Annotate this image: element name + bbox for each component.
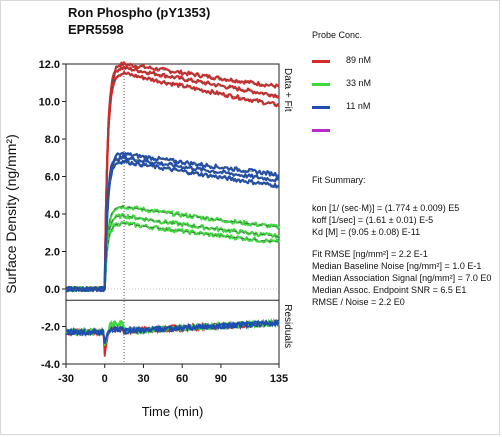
legend-swatch (312, 129, 330, 132)
koff-value: koff [1/sec] = (1.61 ± 0.01) E-5 (312, 215, 434, 225)
y-axis-label: Surface Density (ng/mm²) (3, 134, 19, 293)
chart-subtitle: EPR5598 (68, 22, 124, 37)
rmse-noise-value: RMSE / Noise = 2.2 E0 (312, 297, 405, 307)
y-tick-label: 12.0 (39, 59, 60, 71)
y-tick-label: -2.0 (41, 322, 60, 334)
legend-label: 11 nM (346, 101, 371, 111)
chart-title: Ron Phospho (pY1353) (68, 5, 211, 20)
kon-value: kon [1/ (sec·M)] = (1.774 ± 0.009) E5 (312, 203, 460, 213)
legend-title: Probe Conc. (312, 30, 363, 40)
legend-label: 89 nM (346, 55, 372, 65)
endpoint-snr-value: Median Assoc. Endpoint SNR = 6.5 E1 (312, 285, 467, 295)
legend-item-11nm: 11 nM (312, 101, 392, 115)
fit-curve (66, 72, 280, 290)
residual-curve (65, 319, 280, 345)
x-tick-label: 30 (137, 373, 149, 385)
baseline-noise-value: Median Baseline Noise [ng/mm²] = 1.0 E-1 (312, 261, 482, 271)
fit-panel-label: Data + Fit (282, 68, 293, 112)
fit-curve (66, 161, 280, 290)
x-tick-label: 60 (176, 373, 188, 385)
x-tick-label: 90 (215, 373, 227, 385)
sensorgram-curve (65, 204, 280, 293)
y-tick-label: 10.0 (39, 97, 60, 109)
legend-item-89nm: 89 nM (312, 55, 392, 69)
fit-summary-heading: Fit Summary: (312, 175, 366, 185)
legend-item-33nm: 33 nM (312, 78, 392, 92)
kd-value: Kd [M] = (9.05 ± 0.08) E-11 (312, 227, 421, 237)
legend-label: 33 nM (346, 78, 372, 88)
y-tick-label: -4.0 (41, 359, 60, 371)
y-tick-label: 2.0 (45, 247, 60, 259)
x-tick-label: -30 (58, 373, 74, 385)
association-signal-value: Median Association Signal [ng/mm²] = 7.0… (312, 273, 492, 283)
fit-summary: Fit Summary: kon [1/ (sec·M)] = (1.774 ±… (312, 174, 491, 308)
y-tick-label: 8.0 (45, 134, 60, 146)
y-tick-label: 6.0 (45, 172, 60, 184)
x-tick-label: 135 (270, 373, 288, 385)
y-tick-label: 0.0 (45, 284, 60, 296)
x-tick-label: 0 (102, 373, 108, 385)
legend-swatch (312, 83, 330, 86)
fit-curve (66, 206, 280, 290)
fit-rmse-value: Fit RMSE [ng/mm²] = 2.2 E-1 (312, 249, 428, 259)
fit-curve (66, 215, 280, 290)
residuals-panel-label: Residuals (282, 304, 293, 348)
legend-swatch (312, 60, 330, 63)
legend-swatch (312, 106, 330, 109)
x-axis-label: Time (min) (142, 404, 204, 419)
legend-item-unlabeled (312, 124, 392, 138)
y-tick-label: 4.0 (45, 209, 60, 221)
